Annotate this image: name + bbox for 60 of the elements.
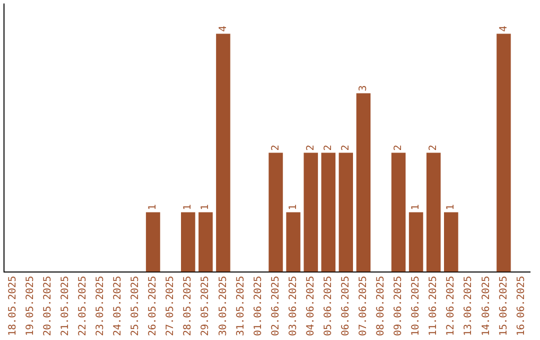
data-label: 2 (340, 144, 352, 151)
x-tick-label: 22.05.2025 (77, 276, 88, 336)
bar (356, 93, 371, 272)
data-label: 4 (498, 26, 510, 32)
data-label: 1 (288, 204, 299, 210)
data-label: 3 (358, 85, 370, 92)
x-tick-label: 07.06.2025 (358, 276, 370, 336)
bar (268, 152, 283, 272)
x-tick-label: 03.06.2025 (288, 276, 299, 336)
x-tick-label: 13.06.2025 (463, 276, 474, 336)
x-tick-label: 06.06.2025 (340, 276, 352, 336)
bar (408, 212, 424, 272)
bar (304, 152, 318, 272)
data-label: 1 (446, 204, 457, 210)
bar (426, 152, 441, 272)
x-tick-label: 04.06.2025 (305, 276, 316, 336)
data-label: 2 (305, 144, 316, 151)
x-tick-label: 05.06.2025 (322, 276, 334, 336)
data-label: 2 (270, 144, 282, 151)
data-label: 1 (200, 204, 212, 210)
x-tick-label: 24.05.2025 (112, 276, 124, 336)
data-label: 1 (410, 204, 422, 210)
data-label: 2 (393, 144, 404, 151)
x-tick-label: 02.06.2025 (270, 276, 282, 336)
data-label: 1 (148, 204, 159, 210)
x-tick-label: 25.05.2025 (130, 276, 142, 336)
x-tick-label: 16.06.2025 (516, 276, 527, 336)
x-tick-label: 21.05.2025 (60, 276, 71, 336)
x-tick-label: 23.05.2025 (95, 276, 106, 336)
bar (496, 34, 511, 272)
x-tick-label: 10.06.2025 (410, 276, 422, 336)
bar (286, 212, 300, 272)
x-tick-label: 11.06.2025 (428, 276, 440, 336)
bar (338, 152, 353, 272)
x-tick-label: 29.05.2025 (200, 276, 212, 336)
x-tick-label: 01.06.2025 (252, 276, 264, 336)
bar (146, 212, 160, 272)
x-tick-label: 15.06.2025 (498, 276, 510, 336)
x-tick-label: 28.05.2025 (182, 276, 194, 336)
bar (216, 34, 230, 272)
x-tick-label: 14.06.2025 (480, 276, 492, 336)
bar (198, 212, 213, 272)
x-tick-label: 12.06.2025 (446, 276, 457, 336)
x-tick-label: 18.05.2025 (7, 276, 18, 336)
bar (181, 212, 196, 272)
data-label: 4 (218, 26, 229, 32)
data-label: 2 (428, 144, 440, 151)
data-label: 1 (182, 204, 194, 210)
x-tick-label: 19.05.2025 (24, 276, 36, 336)
x-tick-label: 30.05.2025 (218, 276, 229, 336)
x-tick-label: 31.05.2025 (235, 276, 246, 336)
x-tick-label: 08.06.2025 (376, 276, 387, 336)
bar (321, 152, 336, 272)
bar (391, 152, 406, 272)
x-tick-label: 09.06.2025 (393, 276, 404, 336)
x-tick-label: 27.05.2025 (165, 276, 176, 336)
data-label: 2 (322, 144, 334, 151)
x-tick-label: 20.05.2025 (42, 276, 54, 336)
bar (444, 212, 458, 272)
x-tick-label: 26.05.2025 (148, 276, 159, 336)
